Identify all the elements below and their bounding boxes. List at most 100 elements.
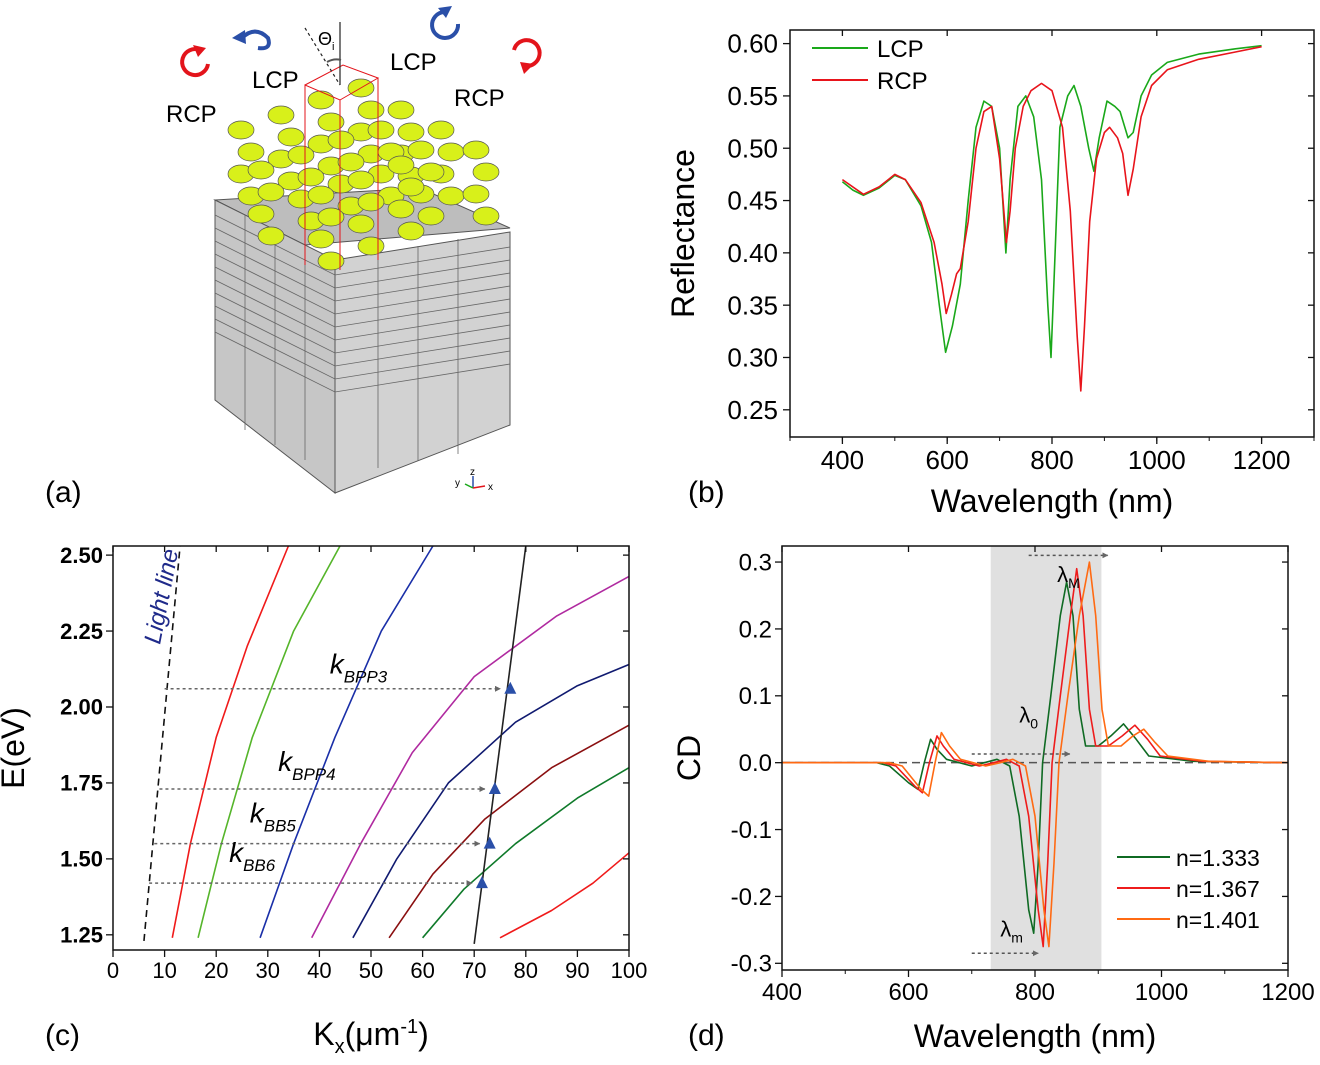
helix-turn xyxy=(307,90,335,110)
mode-marker xyxy=(483,836,496,849)
light-line-label: Light line xyxy=(139,547,184,646)
mode-marker xyxy=(475,876,488,889)
helix-turn xyxy=(317,251,345,271)
lcp-circular-arrow-icon xyxy=(430,6,461,40)
helix-turn xyxy=(307,229,335,249)
y-tick-label: -0.2 xyxy=(731,884,772,911)
helix-turn xyxy=(437,142,465,162)
svg-text:y: y xyxy=(455,478,460,489)
x-tick-label: 1000 xyxy=(1135,979,1188,1006)
x-tick-label: 70 xyxy=(462,958,486,983)
series-line-2 xyxy=(259,545,434,939)
helix-turn xyxy=(462,140,490,160)
lcp-label-left: LCP xyxy=(252,67,299,94)
y-axis-title: Reflectance xyxy=(665,149,701,318)
helix-turn xyxy=(337,152,365,172)
substrate-layer-line xyxy=(214,305,511,367)
substrate-right xyxy=(334,231,511,494)
x-tick-label: 400 xyxy=(762,979,802,1006)
reflectance-chart: 400 600 800 1000 1200 0.25 0.30 0.35 0.40 0.45 0.5… xyxy=(665,29,1315,519)
y-tick-label: 0.50 xyxy=(727,133,778,163)
legend-label: n=1.367 xyxy=(1176,876,1260,902)
y-tick-label: 2.25 xyxy=(60,619,103,644)
panel-label-a: (a) xyxy=(45,476,82,509)
series-line-0 xyxy=(782,581,1289,934)
x-tick-label: 400 xyxy=(821,445,864,475)
y-tick-label: 0.25 xyxy=(727,395,778,425)
helix-turn xyxy=(472,162,500,182)
helix-turn xyxy=(297,167,325,187)
y-tick-label: 0.40 xyxy=(727,238,778,268)
lambda-label: λm xyxy=(1000,917,1023,946)
helix-turn xyxy=(357,236,385,256)
lcp-label-right: LCP xyxy=(390,49,437,76)
substrate-layer-line xyxy=(214,331,511,393)
substrate-layer-line xyxy=(214,227,511,289)
helix-turn xyxy=(387,155,415,175)
mode-label: kBPP3 xyxy=(330,649,388,687)
x-tick-label: 1200 xyxy=(1261,979,1314,1006)
y-tick-label: 0.55 xyxy=(727,81,778,111)
y-tick-label: 2.00 xyxy=(60,695,103,720)
helix-turn xyxy=(387,100,415,120)
helix-turn xyxy=(472,206,500,226)
x-tick-label: 60 xyxy=(410,958,434,983)
y-tick-label: 0.30 xyxy=(727,343,778,373)
series-line-1 xyxy=(197,545,341,938)
legend-label: n=1.333 xyxy=(1176,845,1260,871)
series-line-6 xyxy=(421,767,630,939)
series-line-0 xyxy=(841,44,1262,359)
helix-turn xyxy=(307,185,335,205)
lcp-circular-arrow-icon xyxy=(232,29,271,51)
y-tick-label: 1.75 xyxy=(60,771,103,796)
y-tick-label: 0.60 xyxy=(727,29,778,59)
helix-turn xyxy=(387,199,415,219)
substrate-layer-line xyxy=(214,318,511,380)
helix-turn xyxy=(247,204,275,224)
helix-turn xyxy=(397,177,425,197)
y-tick-label: -0.1 xyxy=(731,817,772,844)
y-tick-label: 1.25 xyxy=(60,923,103,948)
helix-turn xyxy=(257,182,285,202)
panel-label-c: (c) xyxy=(45,1019,80,1052)
x-tick-label: 80 xyxy=(514,958,538,983)
helix-turn xyxy=(397,221,425,241)
helix-turn xyxy=(357,192,385,212)
helix-turn xyxy=(417,162,445,182)
helix-turn xyxy=(437,186,465,206)
helix-turn xyxy=(317,112,345,132)
legend-label: LCP xyxy=(877,36,924,63)
series-line-4 xyxy=(352,663,630,939)
legend-label: RCP xyxy=(877,68,928,95)
substrate-layer-line xyxy=(214,266,511,328)
legend-label: n=1.401 xyxy=(1176,907,1260,933)
substrate-layer-line xyxy=(214,253,511,315)
panel-label-d: (d) xyxy=(688,1019,725,1052)
substrate-layer-line xyxy=(214,240,511,302)
x-tick-label: 30 xyxy=(256,958,280,983)
helix-turn xyxy=(317,207,345,227)
x-tick-label: 1200 xyxy=(1233,445,1291,475)
x-axis-title: Kx(μm-1) xyxy=(313,1016,429,1058)
substrate-layer-line xyxy=(214,292,511,354)
x-tick-label: 1000 xyxy=(1128,445,1186,475)
y-tick-label: 0.35 xyxy=(727,290,778,320)
helix-turn xyxy=(407,140,435,160)
x-tick-label: 40 xyxy=(307,958,331,983)
mode-marker xyxy=(488,782,501,795)
mode-label: kBB6 xyxy=(229,837,276,875)
substrate-layer-line xyxy=(214,279,511,341)
series-line-3 xyxy=(310,575,630,939)
lambda-label: λM xyxy=(1057,562,1080,591)
y-tick-label: 2.50 xyxy=(60,543,103,568)
helix-turn xyxy=(247,160,275,180)
series-line-5 xyxy=(388,724,630,939)
rcp-label-right: RCP xyxy=(454,85,505,112)
helix-turn xyxy=(227,120,255,140)
series-line-2 xyxy=(782,561,1289,948)
mode-label: kBPP4 xyxy=(278,746,335,784)
x-tick-label: 0 xyxy=(107,958,119,983)
helix-turn xyxy=(237,142,265,162)
svg-text:x: x xyxy=(488,482,493,493)
